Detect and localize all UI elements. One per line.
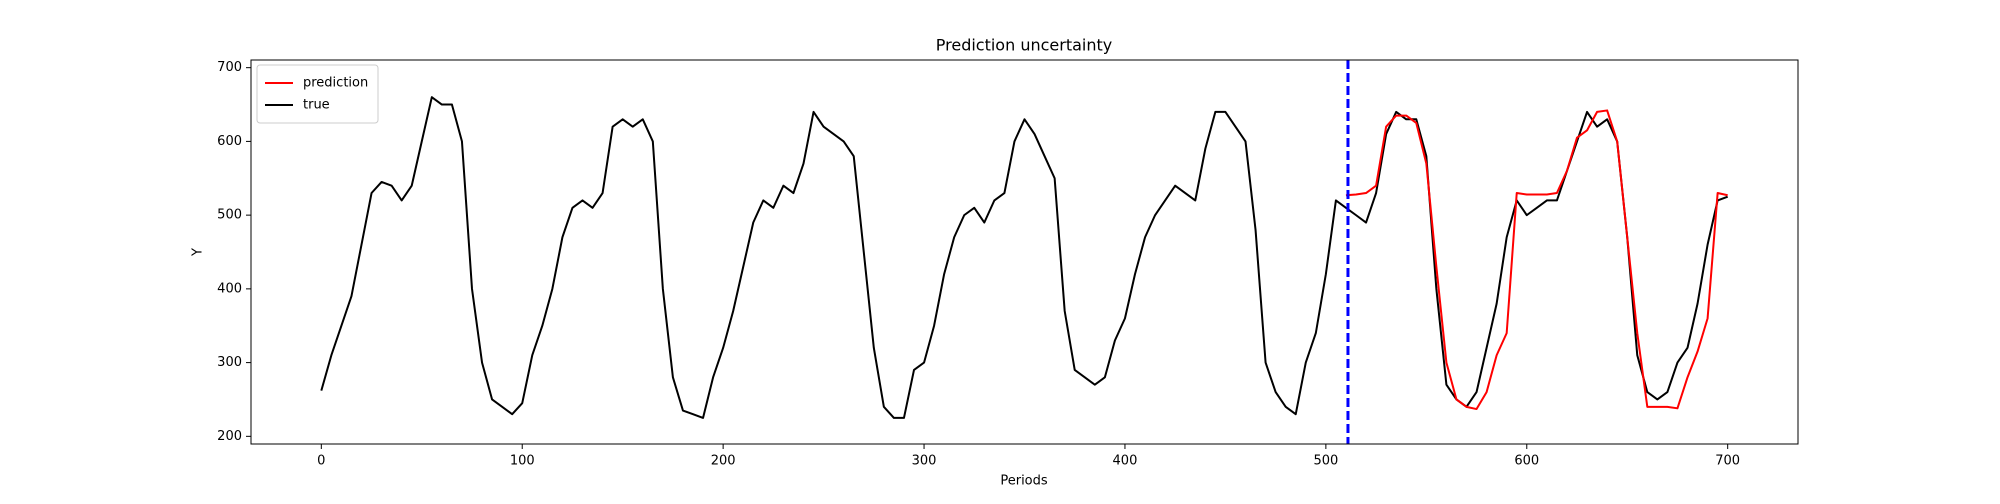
legend-label: prediction <box>303 76 368 91</box>
x-tick-label: 400 <box>1113 454 1138 469</box>
plot-frame <box>250 59 1799 445</box>
x-axis-label: Periods <box>1000 474 1048 489</box>
y-axis-label: Y <box>191 248 206 257</box>
x-tick-label: 200 <box>711 454 736 469</box>
y-tick-label: 700 <box>217 60 242 75</box>
series-line <box>320 96 1729 419</box>
legend-label: true <box>303 98 330 113</box>
x-tick-label: 500 <box>1313 454 1338 469</box>
y-tick-label: 500 <box>217 208 242 223</box>
legend-box <box>256 64 379 124</box>
chart-title: Prediction uncertainty <box>936 36 1112 55</box>
y-tick-label: 600 <box>217 134 242 149</box>
x-tick-label: 0 <box>317 454 325 469</box>
x-tick-label: 600 <box>1514 454 1539 469</box>
x-tick-label: 100 <box>510 454 535 469</box>
y-tick-label: 200 <box>217 429 242 444</box>
y-tick-label: 300 <box>217 355 242 370</box>
series-line <box>1345 109 1728 411</box>
x-tick-label: 300 <box>912 454 937 469</box>
x-tick-label: 700 <box>1715 454 1740 469</box>
y-tick-label: 400 <box>217 281 242 296</box>
